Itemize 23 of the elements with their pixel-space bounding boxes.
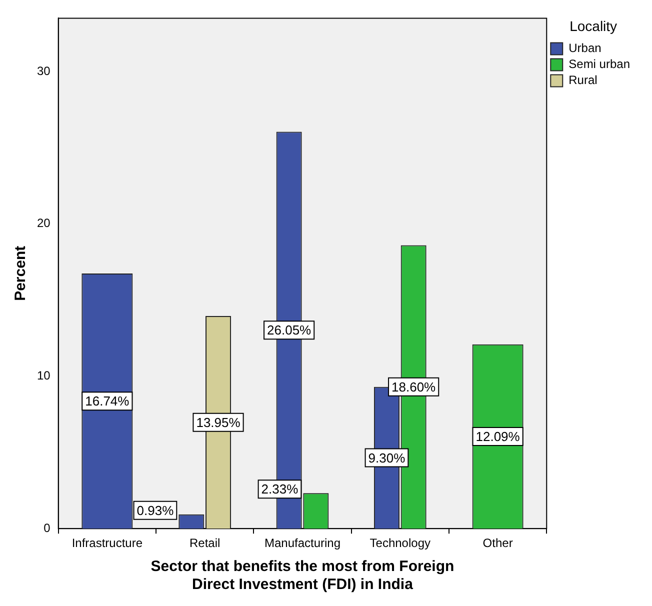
x-tick-label: Manufacturing <box>264 536 341 550</box>
x-tick-label: Retail <box>189 536 220 550</box>
x-tick-label: Infrastructure <box>72 536 143 550</box>
text: 2.33% <box>261 482 298 497</box>
x-tick-label: Other <box>482 536 513 550</box>
legend-label: Urban <box>568 41 602 56</box>
text: 13.95% <box>196 414 240 430</box>
text: 26.05% <box>267 322 312 338</box>
x-tick-label: Technology <box>370 536 431 550</box>
y-tick-label: 0 <box>44 520 51 535</box>
text: 18.60% <box>392 379 436 394</box>
y-tick-label: 30 <box>36 64 51 78</box>
y-tick-label: 20 <box>36 216 51 230</box>
text: 16.74% <box>85 394 130 409</box>
y-axis-title: Percent <box>12 246 30 301</box>
legend-title: Locality <box>570 18 618 34</box>
text: 9.30% <box>368 450 406 466</box>
text: 12.09% <box>476 429 520 444</box>
legend-label: Semi urban <box>568 57 630 72</box>
y-tick-label: 10 <box>36 368 51 383</box>
text: 0.93% <box>136 503 174 518</box>
x-axis-title: Sector that benefits the most from Foreign Direct Investment (FDI) in India <box>150 558 454 594</box>
legend-label: Rural <box>568 73 598 88</box>
